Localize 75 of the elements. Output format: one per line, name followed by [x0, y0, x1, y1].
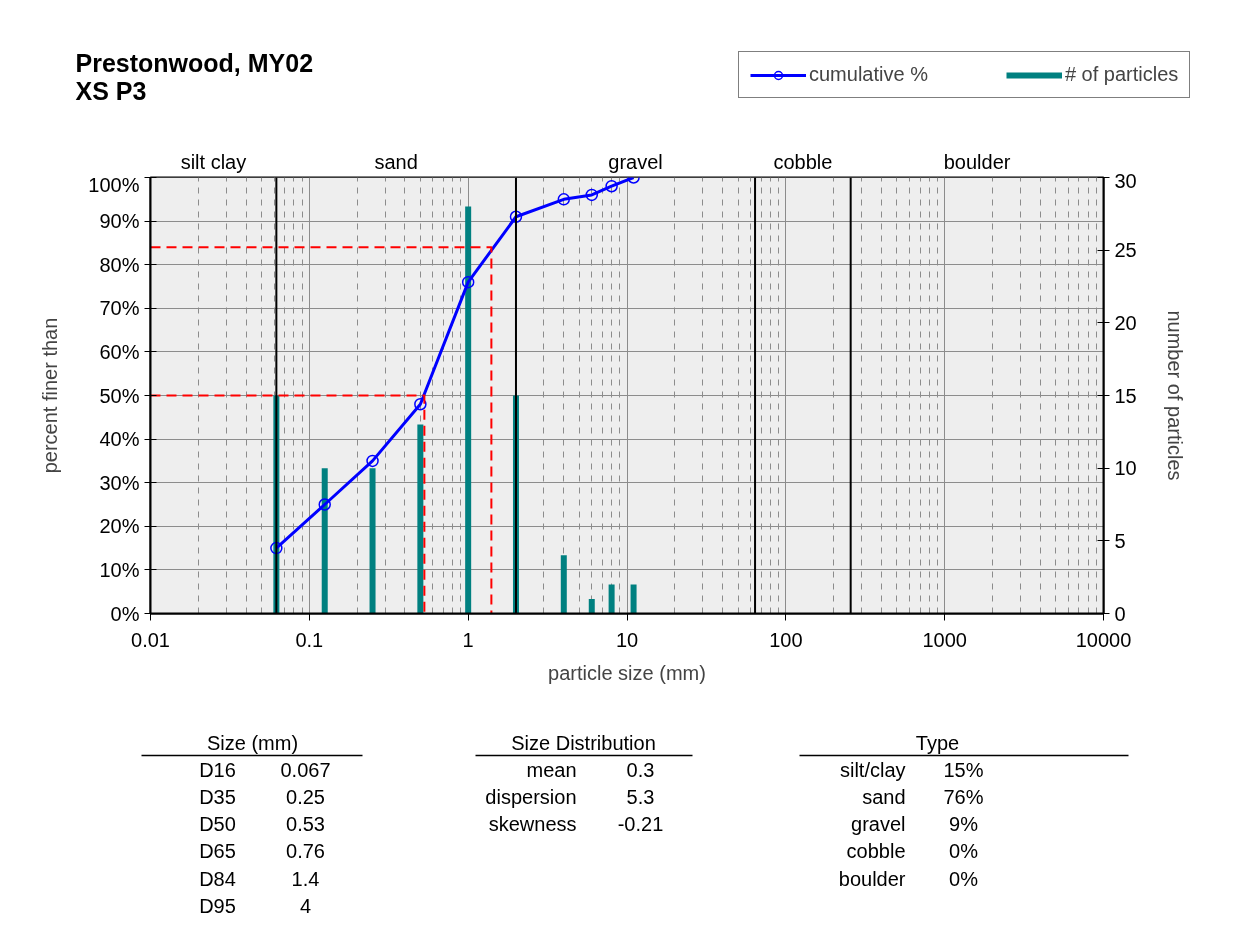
text: 0.067	[280, 758, 331, 781]
text: sand	[862, 785, 906, 808]
y-axis-title: percent finer than	[39, 317, 62, 474]
text: Size Distribution	[511, 731, 656, 754]
text: dispersion	[485, 785, 577, 808]
band-label: silt clay	[180, 150, 247, 173]
y2-tick-label: 15	[1114, 384, 1137, 407]
text: 0.76	[286, 840, 325, 863]
point	[366, 454, 379, 468]
text: D16	[199, 758, 236, 781]
text: 5.3	[626, 785, 655, 808]
y2-tick-label: 20	[1114, 311, 1137, 334]
text: 0.25	[286, 785, 325, 808]
text: 1.4	[291, 867, 320, 890]
text: -0.21	[617, 813, 664, 836]
y2-tick-label: 0	[1114, 602, 1126, 625]
legend-label: # of particles	[1064, 63, 1179, 86]
x-tick-label: 1000	[922, 628, 967, 651]
y-tick-label: 50%	[99, 384, 140, 407]
text: gravel	[851, 813, 906, 836]
text: D65	[199, 840, 236, 863]
y-tick-label: 70%	[99, 297, 140, 320]
text: Type	[915, 731, 960, 754]
y2-tick-label: 25	[1114, 239, 1137, 262]
y-tick-label: 40%	[99, 428, 140, 451]
band-label: gravel	[608, 150, 663, 173]
text: 0.3	[626, 758, 655, 781]
point	[461, 275, 475, 289]
y2-tick-label: 5	[1114, 529, 1126, 552]
text: cobble	[846, 840, 906, 863]
x-axis-title: particle size (mm)	[548, 661, 706, 684]
text: 9%	[949, 813, 979, 836]
text: D50	[199, 813, 236, 836]
text: skewness	[488, 813, 577, 836]
text: 4	[299, 895, 312, 917]
x-tick-label: 1	[462, 628, 474, 651]
x-tick-label: 100	[769, 628, 803, 651]
point	[318, 498, 331, 511]
point	[557, 193, 571, 206]
y2-tick-label: 10	[1114, 457, 1137, 480]
band-label: cobble	[773, 150, 833, 173]
text: 0%	[949, 867, 979, 890]
point	[414, 397, 427, 411]
text: 0%	[949, 840, 979, 863]
y-tick-label: 30%	[99, 471, 140, 494]
text: 76%	[943, 785, 984, 808]
legend-label: cumulative %	[809, 63, 928, 86]
y-tick-label: 90%	[99, 210, 140, 233]
point	[509, 210, 523, 223]
text: Size (mm)	[206, 731, 299, 754]
text: D95	[199, 895, 236, 917]
chart-title: Prestonwood, MY02	[75, 48, 314, 77]
y-tick-label: 10%	[99, 558, 140, 581]
text: mean	[526, 758, 577, 781]
y-tick-label: 80%	[99, 253, 140, 276]
y-tick-label: 0%	[110, 602, 140, 625]
x-tick-label: 0.1	[295, 628, 324, 651]
y-tick-label: 100%	[88, 173, 140, 196]
x-tick-label: 10	[615, 628, 639, 651]
y2-axis-title: number of particles	[1163, 310, 1186, 481]
text: D84	[199, 867, 236, 890]
x-tick-label: 10000	[1075, 628, 1132, 651]
text: D35	[199, 785, 236, 808]
text: 0.53	[286, 813, 325, 836]
text: silt/clay	[839, 758, 906, 781]
y-tick-label: 60%	[99, 340, 140, 363]
text: 15%	[943, 758, 984, 781]
point	[270, 541, 283, 555]
x-tick-label: 0.01	[131, 628, 170, 651]
text: boulder	[838, 867, 906, 890]
y2-tick-label: 30	[1114, 169, 1137, 192]
band-label: boulder	[943, 150, 1011, 173]
chart-subtitle: XS P3	[75, 76, 147, 105]
y-tick-label: 20%	[99, 515, 140, 538]
band-label: sand	[374, 150, 418, 173]
